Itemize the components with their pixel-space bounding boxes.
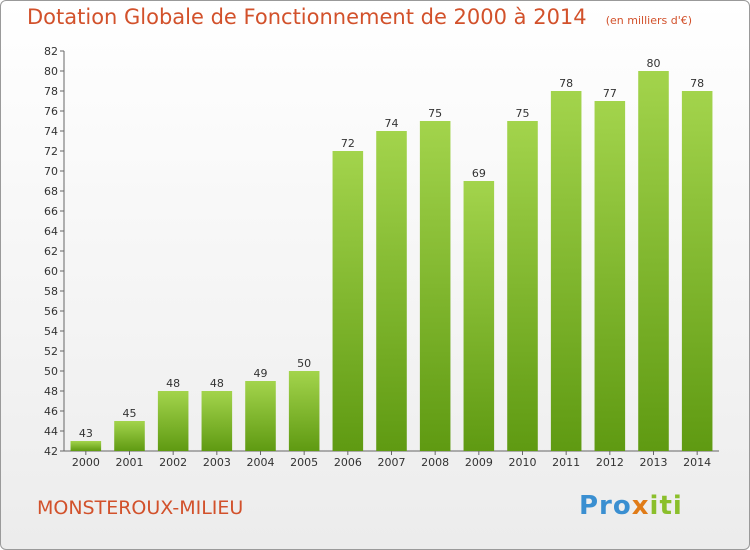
x-tick-label-2012: 2012 <box>596 456 624 469</box>
y-tick-label: 48 <box>44 385 58 398</box>
x-tick-label-2009: 2009 <box>465 456 493 469</box>
x-tick-label-2011: 2011 <box>552 456 580 469</box>
data-label-2008: 75 <box>428 107 442 120</box>
bar-2008 <box>419 121 451 451</box>
y-tick-label: 82 <box>44 45 58 58</box>
data-label-2002: 48 <box>166 377 180 390</box>
bar-2003 <box>201 391 233 451</box>
y-tick-label: 78 <box>44 85 58 98</box>
y-tick-label: 56 <box>44 305 58 318</box>
data-label-2014: 78 <box>690 77 704 90</box>
data-label-2012: 77 <box>603 87 617 100</box>
bar-2007 <box>376 131 407 451</box>
y-tick-label: 76 <box>44 105 58 118</box>
bar-2001 <box>114 421 145 451</box>
data-label-2003: 48 <box>210 377 224 390</box>
bar-2009 <box>463 181 495 451</box>
y-tick-label: 66 <box>44 205 58 218</box>
y-tick-label: 64 <box>44 225 58 238</box>
data-label-2009: 69 <box>472 167 486 180</box>
bar-2014 <box>681 91 713 451</box>
x-tick-label-2004: 2004 <box>247 456 275 469</box>
bar-2004 <box>245 381 276 451</box>
data-label-2007: 74 <box>385 117 399 130</box>
x-tick-label-2014: 2014 <box>683 456 711 469</box>
data-label-2013: 80 <box>647 57 661 70</box>
bar-2013 <box>638 71 669 451</box>
bar-2011 <box>550 91 582 451</box>
y-tick-label: 62 <box>44 245 58 258</box>
x-tick-label-2000: 2000 <box>72 456 100 469</box>
chart-title: Dotation Globale de Fonctionnement de 20… <box>27 5 587 29</box>
data-label-2006: 72 <box>341 137 355 150</box>
data-label-2005: 50 <box>297 357 311 370</box>
x-tick-label-2013: 2013 <box>640 456 668 469</box>
x-tick-label-2010: 2010 <box>509 456 537 469</box>
bar-2002 <box>157 391 189 451</box>
x-tick-label-2001: 2001 <box>116 456 144 469</box>
x-tick-label-2006: 2006 <box>334 456 362 469</box>
bars: 43 45 48 48 49 50 72 74 75 69 75 78 77 80 78 <box>70 57 713 451</box>
y-tick-label: 74 <box>44 125 58 138</box>
y-tick-label: 46 <box>44 405 58 418</box>
y-tick-label: 70 <box>44 165 58 178</box>
title-block: Dotation Globale de Fonctionnement de 20… <box>27 5 692 29</box>
y-tick-label: 80 <box>44 65 58 78</box>
data-label-2011: 78 <box>559 77 573 90</box>
data-label-2004: 49 <box>254 367 268 380</box>
y-tick-label: 42 <box>44 445 58 458</box>
bar-2006 <box>332 151 364 451</box>
place-name: MONSTEROUX-MILIEU <box>37 497 244 519</box>
data-label-2001: 45 <box>123 407 137 420</box>
y-tick-label: 50 <box>44 365 58 378</box>
y-tick-label: 52 <box>44 345 58 358</box>
y-tick-label: 68 <box>44 185 58 198</box>
bar-2012 <box>594 101 626 451</box>
x-tick-label-2008: 2008 <box>421 456 449 469</box>
y-tick-label: 54 <box>44 325 58 338</box>
y-tick-label: 44 <box>44 425 58 438</box>
proxiti-logo: Proxiti <box>579 491 683 521</box>
bar-2000 <box>70 441 102 451</box>
data-label-2000: 43 <box>79 427 93 440</box>
y-tick-label: 58 <box>44 285 58 298</box>
bar-2010 <box>507 121 538 451</box>
y-tick-label: 60 <box>44 265 58 278</box>
x-tick-label-2003: 2003 <box>203 456 231 469</box>
y-tick-label: 72 <box>44 145 58 158</box>
bar-2005 <box>288 371 320 451</box>
axes: 42 44 46 48 50 52 54 56 58 60 62 64 66 68 70 72 74 76 78 80… <box>44 45 719 469</box>
x-tick-label-2007: 2007 <box>378 456 406 469</box>
x-tick-label-2002: 2002 <box>159 456 187 469</box>
data-label-2010: 75 <box>516 107 530 120</box>
chart-subtitle: (en milliers d'€) <box>605 14 693 27</box>
x-tick-label-2005: 2005 <box>290 456 318 469</box>
